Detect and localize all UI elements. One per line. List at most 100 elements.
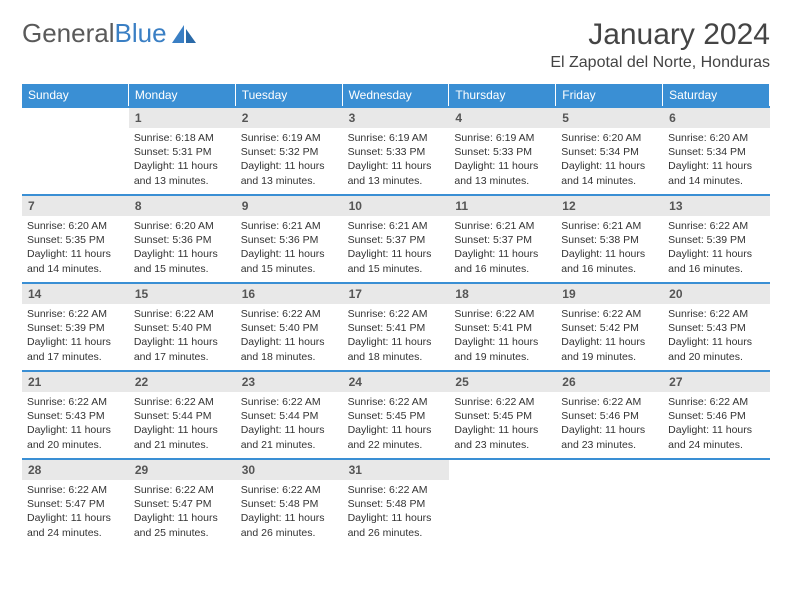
day-number: 10 xyxy=(343,196,450,216)
day-number: 17 xyxy=(343,284,450,304)
title-block: January 2024 El Zapotal del Norte, Hondu… xyxy=(550,18,770,72)
day-info: Sunrise: 6:22 AMSunset: 5:41 PMDaylight:… xyxy=(343,304,450,370)
logo-sail-icon xyxy=(170,23,198,45)
day-info: Sunrise: 6:21 AMSunset: 5:38 PMDaylight:… xyxy=(556,216,663,282)
day-number: 12 xyxy=(556,196,663,216)
day-info: Sunrise: 6:22 AMSunset: 5:46 PMDaylight:… xyxy=(663,392,770,458)
day-info: Sunrise: 6:22 AMSunset: 5:47 PMDaylight:… xyxy=(22,480,129,546)
calendar-cell: 22Sunrise: 6:22 AMSunset: 5:44 PMDayligh… xyxy=(129,370,236,458)
calendar-cell: 17Sunrise: 6:22 AMSunset: 5:41 PMDayligh… xyxy=(343,282,450,370)
calendar-cell: 18Sunrise: 6:22 AMSunset: 5:41 PMDayligh… xyxy=(449,282,556,370)
calendar-cell: 21Sunrise: 6:22 AMSunset: 5:43 PMDayligh… xyxy=(22,370,129,458)
calendar-cell: 12Sunrise: 6:21 AMSunset: 5:38 PMDayligh… xyxy=(556,194,663,282)
day-number: 13 xyxy=(663,196,770,216)
day-info: Sunrise: 6:20 AMSunset: 5:35 PMDaylight:… xyxy=(22,216,129,282)
calendar-cell: 0 xyxy=(449,458,556,546)
day-info: Sunrise: 6:22 AMSunset: 5:40 PMDaylight:… xyxy=(129,304,236,370)
day-header: Friday xyxy=(556,84,663,106)
day-info: Sunrise: 6:22 AMSunset: 5:44 PMDaylight:… xyxy=(129,392,236,458)
day-info: Sunrise: 6:21 AMSunset: 5:37 PMDaylight:… xyxy=(449,216,556,282)
logo-text-blue: Blue xyxy=(115,18,167,49)
calendar-cell: 27Sunrise: 6:22 AMSunset: 5:46 PMDayligh… xyxy=(663,370,770,458)
calendar-cell: 7Sunrise: 6:20 AMSunset: 5:35 PMDaylight… xyxy=(22,194,129,282)
calendar-cell: 15Sunrise: 6:22 AMSunset: 5:40 PMDayligh… xyxy=(129,282,236,370)
calendar-cell: 0 xyxy=(22,106,129,194)
day-number: 20 xyxy=(663,284,770,304)
calendar-cell: 2Sunrise: 6:19 AMSunset: 5:32 PMDaylight… xyxy=(236,106,343,194)
day-header: Sunday xyxy=(22,84,129,106)
day-info: Sunrise: 6:22 AMSunset: 5:39 PMDaylight:… xyxy=(22,304,129,370)
day-number: 4 xyxy=(449,108,556,128)
calendar-cell: 24Sunrise: 6:22 AMSunset: 5:45 PMDayligh… xyxy=(343,370,450,458)
day-number: 3 xyxy=(343,108,450,128)
day-info: Sunrise: 6:19 AMSunset: 5:33 PMDaylight:… xyxy=(343,128,450,194)
day-info: Sunrise: 6:22 AMSunset: 5:39 PMDaylight:… xyxy=(663,216,770,282)
day-header: Tuesday xyxy=(236,84,343,106)
calendar-cell: 16Sunrise: 6:22 AMSunset: 5:40 PMDayligh… xyxy=(236,282,343,370)
calendar-cell: 11Sunrise: 6:21 AMSunset: 5:37 PMDayligh… xyxy=(449,194,556,282)
day-info: Sunrise: 6:22 AMSunset: 5:45 PMDaylight:… xyxy=(343,392,450,458)
calendar-cell: 28Sunrise: 6:22 AMSunset: 5:47 PMDayligh… xyxy=(22,458,129,546)
day-number: 26 xyxy=(556,372,663,392)
day-number: 15 xyxy=(129,284,236,304)
calendar-cell: 10Sunrise: 6:21 AMSunset: 5:37 PMDayligh… xyxy=(343,194,450,282)
day-info: Sunrise: 6:19 AMSunset: 5:33 PMDaylight:… xyxy=(449,128,556,194)
day-number: 23 xyxy=(236,372,343,392)
day-info: Sunrise: 6:22 AMSunset: 5:40 PMDaylight:… xyxy=(236,304,343,370)
day-number: 25 xyxy=(449,372,556,392)
calendar-cell: 30Sunrise: 6:22 AMSunset: 5:48 PMDayligh… xyxy=(236,458,343,546)
day-info: Sunrise: 6:22 AMSunset: 5:45 PMDaylight:… xyxy=(449,392,556,458)
calendar-cell: 19Sunrise: 6:22 AMSunset: 5:42 PMDayligh… xyxy=(556,282,663,370)
day-number: 16 xyxy=(236,284,343,304)
day-number: 30 xyxy=(236,460,343,480)
day-info xyxy=(663,480,770,489)
header: GeneralBlue January 2024 El Zapotal del … xyxy=(22,18,770,72)
month-title: January 2024 xyxy=(550,18,770,52)
day-number: 27 xyxy=(663,372,770,392)
day-header: Saturday xyxy=(663,84,770,106)
day-number: 19 xyxy=(556,284,663,304)
calendar-cell: 1Sunrise: 6:18 AMSunset: 5:31 PMDaylight… xyxy=(129,106,236,194)
day-info: Sunrise: 6:22 AMSunset: 5:42 PMDaylight:… xyxy=(556,304,663,370)
calendar-cell: 14Sunrise: 6:22 AMSunset: 5:39 PMDayligh… xyxy=(22,282,129,370)
day-info: Sunrise: 6:21 AMSunset: 5:36 PMDaylight:… xyxy=(236,216,343,282)
calendar-cell: 9Sunrise: 6:21 AMSunset: 5:36 PMDaylight… xyxy=(236,194,343,282)
day-info: Sunrise: 6:18 AMSunset: 5:31 PMDaylight:… xyxy=(129,128,236,194)
day-info: Sunrise: 6:22 AMSunset: 5:46 PMDaylight:… xyxy=(556,392,663,458)
day-number: 29 xyxy=(129,460,236,480)
day-header: Monday xyxy=(129,84,236,106)
day-info: Sunrise: 6:22 AMSunset: 5:43 PMDaylight:… xyxy=(22,392,129,458)
day-info: Sunrise: 6:22 AMSunset: 5:48 PMDaylight:… xyxy=(236,480,343,546)
logo: GeneralBlue xyxy=(22,18,198,49)
day-number: 14 xyxy=(22,284,129,304)
calendar-cell: 0 xyxy=(556,458,663,546)
day-number: 24 xyxy=(343,372,450,392)
calendar-cell: 31Sunrise: 6:22 AMSunset: 5:48 PMDayligh… xyxy=(343,458,450,546)
day-number: 7 xyxy=(22,196,129,216)
day-number: 8 xyxy=(129,196,236,216)
day-number: 18 xyxy=(449,284,556,304)
calendar-cell: 23Sunrise: 6:22 AMSunset: 5:44 PMDayligh… xyxy=(236,370,343,458)
day-number: 11 xyxy=(449,196,556,216)
calendar-cell: 25Sunrise: 6:22 AMSunset: 5:45 PMDayligh… xyxy=(449,370,556,458)
calendar-cell: 5Sunrise: 6:20 AMSunset: 5:34 PMDaylight… xyxy=(556,106,663,194)
day-number: 31 xyxy=(343,460,450,480)
calendar-cell: 29Sunrise: 6:22 AMSunset: 5:47 PMDayligh… xyxy=(129,458,236,546)
logo-text-general: General xyxy=(22,18,115,49)
day-info: Sunrise: 6:21 AMSunset: 5:37 PMDaylight:… xyxy=(343,216,450,282)
day-number: 1 xyxy=(129,108,236,128)
calendar-cell: 0 xyxy=(663,458,770,546)
day-number: 22 xyxy=(129,372,236,392)
day-info: Sunrise: 6:19 AMSunset: 5:32 PMDaylight:… xyxy=(236,128,343,194)
day-info: Sunrise: 6:22 AMSunset: 5:48 PMDaylight:… xyxy=(343,480,450,546)
calendar-cell: 13Sunrise: 6:22 AMSunset: 5:39 PMDayligh… xyxy=(663,194,770,282)
day-header: Wednesday xyxy=(343,84,450,106)
day-number: 2 xyxy=(236,108,343,128)
day-number: 6 xyxy=(663,108,770,128)
day-info: Sunrise: 6:22 AMSunset: 5:47 PMDaylight:… xyxy=(129,480,236,546)
day-info: Sunrise: 6:22 AMSunset: 5:41 PMDaylight:… xyxy=(449,304,556,370)
day-info: Sunrise: 6:20 AMSunset: 5:34 PMDaylight:… xyxy=(556,128,663,194)
calendar-cell: 20Sunrise: 6:22 AMSunset: 5:43 PMDayligh… xyxy=(663,282,770,370)
day-info: Sunrise: 6:22 AMSunset: 5:44 PMDaylight:… xyxy=(236,392,343,458)
calendar-grid: SundayMondayTuesdayWednesdayThursdayFrid… xyxy=(22,84,770,546)
